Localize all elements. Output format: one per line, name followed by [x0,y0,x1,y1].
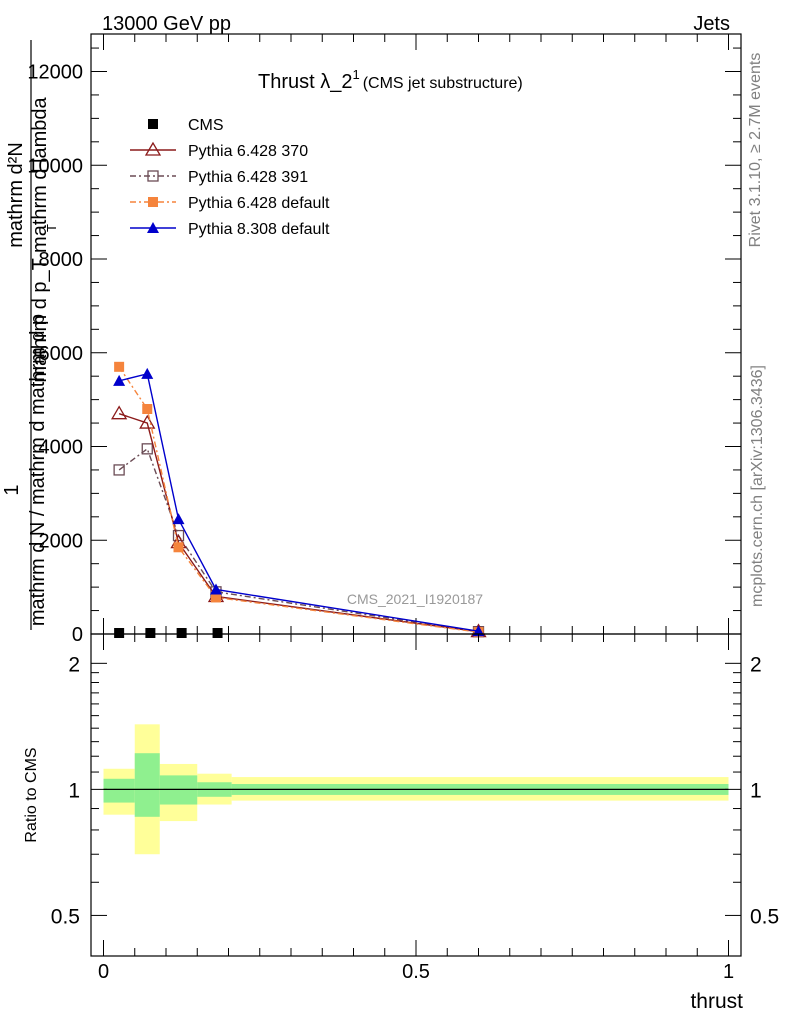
legend-label-p391: Pythia 6.428 391 [188,169,308,186]
main-ytick-label: 6000 [39,343,84,365]
xtick-label: 1 [723,961,734,983]
ylabel-numerator-line2: mathrm d p_T mathrm d lambda [29,96,51,382]
watermark: CMS_2021_I1920187 [347,591,483,607]
ylabel-denominator: mathrm d N / mathrm d mathrm d p [27,314,49,626]
legend-label-cms: CMS [188,117,224,134]
main-ytick-label: 0 [72,624,83,646]
xtick-label: 0.5 [402,961,430,983]
ratio-frame [90,633,742,957]
main-ylabel: mathrm d²N mathrm d p_T mathrm d lambda … [1,40,59,630]
data-point-p370 [139,414,156,429]
data-point-cms [176,628,187,638]
ylabel-one: 1 [1,484,23,495]
ratio-ytick-label: 2 [68,653,80,676]
ratio-axis-ticks [91,634,741,956]
ratio-band-inner [103,778,135,803]
data-point-p6def [211,592,221,603]
main-axis-ticks [91,34,741,635]
ratio-ytick-label-right: 1 [750,779,762,802]
data-point-p391 [141,443,153,455]
chart-subtitle: (CMS jet substructure) [363,75,523,92]
ylabel-numerator-line1: mathrm d²N [5,142,27,248]
xtick-labels: 0 0.5 1 [98,961,734,983]
main-series-group [110,361,487,638]
legend-marker-p6def [148,197,158,207]
data-point-cms [212,628,223,638]
data-point-p8def [172,513,185,525]
legend: CMS Pythia 6.428 370 Pythia 6.428 391 Pythi… [130,117,330,238]
ratio-ytick-label-right: 2 [750,653,762,676]
data-point-p8def [113,374,126,386]
legend-label-p8def: Pythia 8.308 default [188,221,330,238]
mcplots-label: mcplots.cern.ch [arXiv:1306.3436] [749,365,766,607]
main-ytick-label: 2000 [39,530,84,552]
legend-marker-cms [148,119,158,129]
main-ytick-label: 10000 [27,155,83,177]
legend-label-p6def: Pythia 6.428 default [188,195,330,212]
ratio-ytick-label: 1 [68,779,80,802]
chart-title-main: Thrust λ_2 [258,71,352,93]
ratio-ytick-label-right: 0.5 [750,905,779,928]
data-point-p6def [114,361,125,372]
ratio-ylabel: Ratio to CMS [23,747,40,842]
legend-marker-p370 [144,141,162,156]
data-point-cms [145,628,156,638]
main-ytick-label: 8000 [39,249,84,271]
legend-marker-p8def [147,222,159,233]
series-cms [114,628,223,638]
main-ytick-label: 12000 [27,62,83,84]
ylabel-numerator-sub: T [44,224,59,232]
energy-label: 13000 GeV pp [102,13,231,35]
chart-title: Thrust λ_21 (CMS jet substructure) [258,67,523,93]
chart-title-superscript: 1 [352,67,359,82]
xtick-label: 0 [98,961,109,983]
data-point-p6def [173,542,184,553]
rivet-label: Rivet 3.1.10, ≥ 2.7M events [747,53,764,248]
data-point-p6def [142,404,153,414]
process-label: Jets [693,13,730,35]
ratio-band-inner [134,753,160,817]
data-point-p391 [113,464,125,476]
x-axis-label: thrust [690,990,743,1013]
legend-marker-p391 [147,170,159,182]
ratio-ytick-label: 0.5 [51,905,80,928]
main-ytick-label: 4000 [39,437,84,459]
data-point-p8def [210,583,222,595]
legend-label-p370: Pythia 6.428 370 [188,143,308,160]
data-point-p370 [110,405,128,420]
main-ytick-labels: 0 2000 4000 6000 8000 10000 12000 [27,62,83,647]
data-point-p8def [141,367,154,379]
ratio-ytick-labels: 0.5 0.5 1 1 2 2 [51,653,779,928]
data-point-cms [114,628,125,638]
